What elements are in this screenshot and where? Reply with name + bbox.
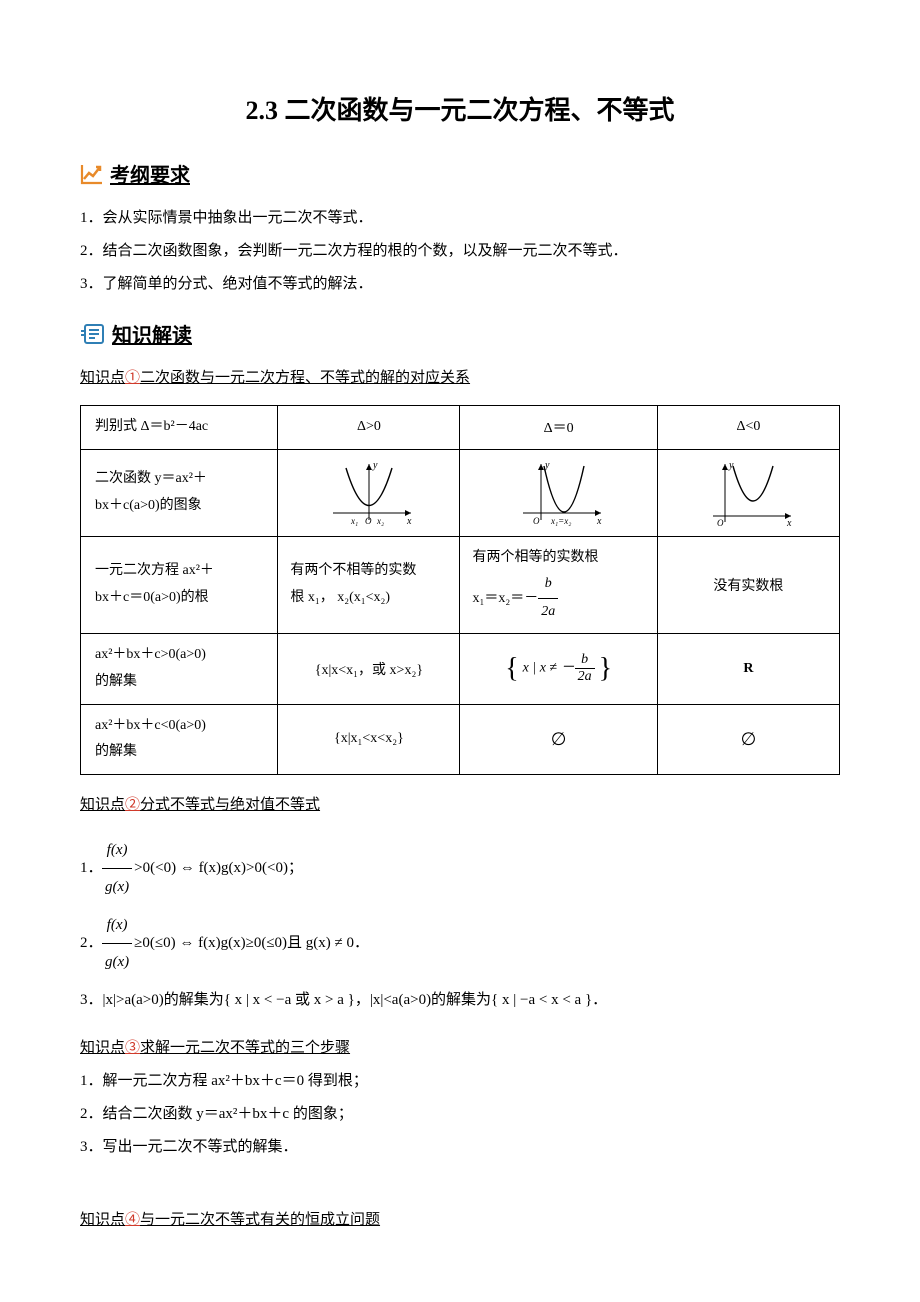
svg-text:x: x — [406, 516, 412, 527]
cell-gt-label: ax²＋bx＋c>0(a>0) 的解集 — [81, 634, 278, 704]
chart-up-icon — [80, 163, 104, 185]
cell-graph-label: 二次函数 y＝ax²＋ bx＋c(a>0)的图象 — [81, 449, 278, 536]
cell-roots-3: 没有实数根 — [657, 536, 839, 634]
kp3-item-3: 3．写出一元二次不等式的解集． — [80, 1131, 840, 1164]
svg-text:y: y — [372, 460, 378, 471]
cell-graph-1: y x x₁ O x₂ — [278, 449, 460, 536]
cell-lt-label: ax²＋bx＋c<0(a>0) 的解集 — [81, 704, 278, 774]
page-title: 2.3 二次函数与一元二次方程、不等式 — [80, 90, 840, 127]
section-exam-label: 考纲要求 — [110, 159, 190, 188]
svg-text:O: O — [717, 518, 724, 528]
svg-text:y: y — [728, 460, 734, 471]
cell-h2: Δ＝0 — [460, 406, 657, 450]
svg-text:O: O — [533, 516, 540, 526]
section-knowledge-label: 知识解读 — [112, 319, 192, 348]
kp4-heading: 知识点④与一元二次不等式有关的恒成立问题 — [80, 1204, 840, 1237]
cell-gt-1: {x|x<x₁，或 x>x₂} — [278, 634, 460, 704]
kp2-title: 分式不等式与绝对值不等式 — [140, 797, 320, 813]
cell-h1: Δ>0 — [278, 406, 460, 450]
parabola-one-root-icon: y x O x₁=x₂ — [511, 458, 606, 528]
kp4-prefix: 知识点 — [80, 1212, 125, 1228]
cell-lt-3: ∅ — [657, 704, 839, 774]
exam-item-3: 3．了解简单的分式、绝对值不等式的解法． — [80, 268, 840, 301]
cell-graph-3: y x O — [657, 449, 839, 536]
svg-text:x: x — [596, 516, 602, 527]
svg-text:x: x — [786, 518, 792, 528]
kp2-num: ② — [125, 797, 140, 813]
page: 2.3 二次函数与一元二次方程、不等式 考纲要求 1．会从实际情景中抽象出一元二… — [0, 0, 920, 1302]
cell-disc-label: 判别式 Δ＝b²－4ac — [81, 406, 278, 450]
kp1-heading: 知识点①二次函数与一元二次方程、不等式的解的对应关系 — [80, 362, 840, 395]
cell-lt-2: ∅ — [460, 704, 657, 774]
exam-item-2: 2．结合二次函数图象，会判断一元二次方程的根的个数，以及解一元二次不等式． — [80, 235, 840, 268]
cell-graph-2: y x O x₁=x₂ — [460, 449, 657, 536]
svg-text:x₁: x₁ — [350, 516, 358, 526]
kp2-item-2: 2． f(x)g(x) ≥0(≤0) ⇔ f(x)g(x)≥0(≤0)且 g(x… — [80, 907, 840, 980]
cell-gt-3: R — [657, 634, 839, 704]
parabola-no-root-icon: y x O — [701, 458, 796, 528]
kp2-list: 1． f(x)g(x) >0(<0) ⇔ f(x)g(x)>0(<0)； 2． … — [80, 832, 840, 1018]
kp2-prefix: 知识点 — [80, 797, 125, 813]
kp1-title: 二次函数与一元二次方程、不等式的解的对应关系 — [140, 370, 470, 386]
svg-text:y: y — [544, 460, 550, 471]
kp2-heading: 知识点②分式不等式与绝对值不等式 — [80, 789, 840, 822]
kp4-title: 与一元二次不等式有关的恒成立问题 — [140, 1212, 380, 1228]
section-knowledge-header: 知识解读 — [80, 319, 840, 348]
kp1-num: ① — [125, 370, 140, 386]
relation-table: 判别式 Δ＝b²－4ac Δ>0 Δ＝0 Δ<0 二次函数 y＝ax²＋ bx＋… — [80, 405, 840, 775]
kp3-title: 求解一元二次不等式的三个步骤 — [140, 1040, 350, 1056]
kp3-heading: 知识点③求解一元二次不等式的三个步骤 — [80, 1032, 840, 1065]
cell-eq-label: 一元二次方程 ax²＋ bx＋c＝0(a>0)的根 — [81, 536, 278, 634]
kp3-item-1: 1．解一元二次方程 ax²＋bx＋c＝0 得到根； — [80, 1065, 840, 1098]
kp3-num: ③ — [125, 1040, 140, 1056]
kp2-item-3: 3．|x|>a(a>0)的解集为{ x | x < −a 或 x > a }，|… — [80, 982, 840, 1018]
section-exam-header: 考纲要求 — [80, 159, 840, 188]
kp2-item-1: 1． f(x)g(x) >0(<0) ⇔ f(x)g(x)>0(<0)； — [80, 832, 840, 905]
cell-lt-1: {x|x₁<x<x₂} — [278, 704, 460, 774]
note-icon — [80, 323, 106, 345]
exam-item-1: 1．会从实际情景中抽象出一元二次不等式． — [80, 202, 840, 235]
svg-text:x₁=x₂: x₁=x₂ — [550, 516, 571, 526]
cell-roots-2: 有两个相等的实数根 x₁＝x₂＝－b2a — [460, 536, 657, 634]
cell-gt-2: { x | x ≠ －b2a } — [460, 634, 657, 704]
kp1-prefix: 知识点 — [80, 370, 125, 386]
kp4-num: ④ — [125, 1212, 140, 1228]
parabola-two-roots-icon: y x x₁ O x₂ — [321, 458, 416, 528]
svg-text:x₂: x₂ — [376, 516, 384, 526]
cell-roots-1: 有两个不相等的实数 根 x₁， x₂(x₁<x₂) — [278, 536, 460, 634]
kp3-prefix: 知识点 — [80, 1040, 125, 1056]
kp3-item-2: 2．结合二次函数 y＝ax²＋bx＋c 的图象； — [80, 1098, 840, 1131]
svg-text:O: O — [365, 516, 372, 526]
cell-h3: Δ<0 — [657, 406, 839, 450]
